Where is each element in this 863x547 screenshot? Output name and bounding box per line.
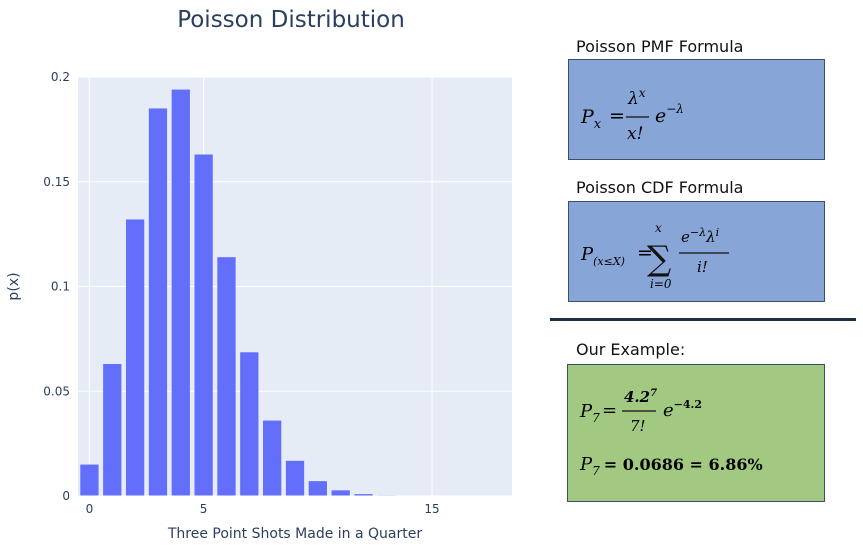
y-tick-label: 0 bbox=[62, 489, 70, 503]
example-line1-denominator: 7! bbox=[630, 417, 646, 435]
example-formula-box: P7 = 4.27 7! e−4.2 P7 = 0.0686 = 6.86% bbox=[567, 364, 825, 502]
cdf-denominator: i! bbox=[697, 258, 708, 276]
x-axis-label: Three Point Shots Made in a Quarter bbox=[167, 526, 423, 542]
bar bbox=[354, 494, 373, 496]
cdf-formula-box: P(x≤X) = x ∑ i=0 e−λλi i! bbox=[568, 201, 825, 302]
bar bbox=[103, 364, 122, 496]
pmf-formula: Px = λx x! e−λ bbox=[580, 86, 684, 144]
bar bbox=[217, 257, 236, 496]
section-divider bbox=[550, 318, 856, 321]
example-title: Our Example: bbox=[576, 340, 686, 359]
y-tick-label: 0.15 bbox=[43, 175, 70, 189]
bar bbox=[194, 154, 213, 496]
y-axis-label: p(x) bbox=[6, 272, 22, 300]
bar bbox=[308, 481, 327, 496]
pmf-title: Poisson PMF Formula bbox=[576, 37, 744, 56]
cdf-equals: = bbox=[637, 242, 653, 264]
bar bbox=[80, 464, 99, 496]
bar bbox=[331, 490, 350, 496]
bar bbox=[240, 352, 259, 496]
chart-svg: 0 0.05 0.1 0.15 0.2 0 5 15 Poisson Distribution T… bbox=[6, 7, 512, 542]
chart-title: Poisson Distribution bbox=[177, 7, 405, 33]
cdf-sum-lower: i=0 bbox=[650, 277, 672, 291]
example-line1-exponential: e−4.2 bbox=[663, 398, 702, 421]
example-line2: P7 = 0.0686 = 6.86% bbox=[579, 454, 763, 478]
x-tick-label: 15 bbox=[424, 502, 439, 516]
y-tick-label: 0.2 bbox=[51, 70, 70, 84]
pmf-equals: = bbox=[609, 105, 625, 127]
example-line1-equals: = bbox=[602, 400, 617, 421]
cdf-formula: P(x≤X) = x ∑ i=0 e−λλi i! bbox=[580, 221, 729, 291]
y-tick-label: 0.05 bbox=[43, 384, 70, 398]
pmf-lhs: Px bbox=[580, 106, 602, 132]
bar bbox=[285, 460, 305, 496]
poisson-chart: 0 0.05 0.1 0.15 0.2 0 5 15 Poisson Distribution T… bbox=[6, 7, 512, 542]
example-line1-lhs: P7 bbox=[579, 401, 600, 425]
pmf-exponential: e−λ bbox=[655, 102, 684, 127]
cdf-numerator: e−λλi bbox=[681, 226, 719, 246]
y-tick-label: 0.1 bbox=[51, 280, 70, 294]
bar bbox=[263, 420, 282, 496]
example-formula: P7 = 4.27 7! e−4.2 P7 = 0.0686 = 6.86% bbox=[579, 388, 763, 478]
pmf-numerator: λx bbox=[627, 86, 646, 109]
cdf-lhs: P(x≤X) bbox=[580, 244, 625, 268]
sum-icon: ∑ bbox=[647, 239, 671, 279]
x-tick-label: 5 bbox=[200, 502, 208, 516]
cdf-sum-upper: x bbox=[655, 221, 662, 235]
pmf-denominator: x! bbox=[627, 124, 643, 144]
example-line1-numerator: 4.27 bbox=[624, 388, 657, 406]
bar bbox=[148, 108, 168, 497]
cdf-title: Poisson CDF Formula bbox=[576, 178, 744, 197]
bar bbox=[171, 89, 190, 496]
x-tick-label: 0 bbox=[86, 502, 94, 516]
bar bbox=[125, 219, 145, 496]
pmf-formula-box: Px = λx x! e−λ bbox=[568, 59, 825, 160]
